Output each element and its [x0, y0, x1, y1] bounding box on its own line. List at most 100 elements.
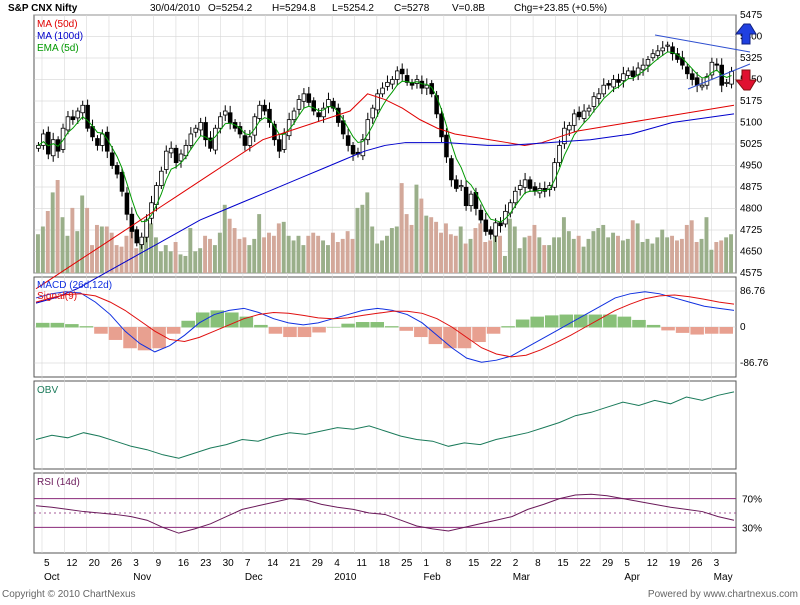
macd-histogram-bar — [675, 327, 690, 333]
candle-body — [159, 170, 164, 186]
volume-bar — [729, 234, 733, 273]
candle-body — [611, 79, 616, 88]
macd-tick-label: -86.76 — [740, 358, 769, 369]
rsi-tick-label: 30% — [742, 523, 762, 534]
candle-body — [198, 122, 203, 131]
volume-bar — [276, 223, 281, 273]
candle-body — [576, 111, 582, 118]
month-tick-label: Nov — [133, 572, 151, 583]
volume-bar — [473, 228, 478, 273]
macd-histogram-bar — [239, 316, 254, 328]
volume-bar — [55, 180, 60, 273]
price-tick-label: 5400 — [740, 32, 763, 43]
day-tick-label: 11 — [357, 558, 368, 569]
volume-bar — [478, 223, 483, 273]
candle-body — [326, 99, 331, 107]
candle-body — [60, 127, 66, 150]
volume-bar — [719, 240, 724, 273]
macd-tick-label: 86.76 — [740, 286, 765, 297]
volume-bar — [178, 254, 183, 273]
volume-bar — [365, 192, 370, 273]
candle-body — [129, 213, 135, 232]
volume-bar — [645, 238, 650, 273]
macd-histogram-bar — [457, 327, 472, 349]
candle-body — [429, 83, 434, 95]
candle-body — [262, 104, 267, 112]
volume-bar — [340, 238, 345, 273]
volume-bar — [188, 228, 193, 273]
candle-body — [311, 100, 316, 112]
candle-body — [331, 100, 336, 109]
volume-bar — [591, 231, 596, 273]
day-tick-label: 18 — [379, 558, 391, 569]
day-tick-label: 4 — [334, 558, 340, 569]
candle-body — [463, 186, 469, 207]
volume-bar — [350, 238, 355, 273]
volume-bar — [630, 220, 635, 273]
volume-bar — [606, 237, 611, 273]
macd-histogram-bar — [574, 314, 588, 328]
candle-body — [242, 135, 248, 146]
symbol-title: S&P CNX Nifty — [8, 3, 78, 14]
volume-bar — [655, 237, 660, 273]
candle-body — [109, 152, 115, 166]
candle-body — [183, 145, 189, 157]
volume-bar — [483, 242, 488, 273]
volume-bar — [281, 221, 286, 273]
day-tick-label: 23 — [200, 558, 212, 569]
price-tick-label: 5475 — [740, 10, 763, 21]
candle-body — [75, 110, 81, 119]
day-tick-label: 26 — [691, 558, 703, 569]
macd-histogram-bar — [283, 327, 297, 338]
candle-body — [144, 219, 149, 238]
volume-bar — [424, 215, 429, 273]
volume-bar — [134, 248, 139, 273]
ma100-line — [35, 113, 735, 304]
header-open: O=5254.2 — [208, 3, 253, 14]
macd-histogram-bar — [632, 319, 646, 328]
candle-body — [552, 162, 557, 188]
candle-body — [439, 113, 444, 138]
obv-line — [35, 391, 735, 459]
volume-bar — [242, 237, 247, 273]
candle-body — [626, 70, 631, 76]
volume-bar — [252, 238, 257, 273]
macd-histogram-bar — [472, 327, 486, 343]
candle-body — [163, 150, 169, 170]
trendline-upper — [654, 34, 751, 53]
obv-layer — [35, 391, 735, 459]
candle-body — [95, 138, 100, 146]
macd-histogram-bar — [646, 324, 661, 328]
volume-bar — [119, 246, 124, 273]
candle-body — [36, 145, 41, 149]
candle-body — [134, 229, 140, 244]
volume-bar — [158, 251, 163, 273]
candle-body — [85, 104, 90, 129]
legend-ma100: MA (100d) — [37, 31, 83, 42]
macd-histogram-bar — [414, 327, 428, 338]
price-tick-label: 4650 — [740, 247, 763, 258]
day-tick-label: 1 — [423, 558, 429, 569]
volume-bar — [257, 214, 262, 273]
candle-body — [178, 153, 184, 162]
macd-histogram-bar — [79, 326, 94, 328]
candle-body — [375, 93, 380, 111]
candle-body — [449, 158, 454, 181]
candle-body — [596, 93, 602, 99]
day-tick-label: 5 — [44, 558, 50, 569]
volume-bar — [507, 218, 512, 273]
volume-bar — [488, 240, 493, 273]
header-volume: V=0.8B — [452, 3, 485, 14]
volume-bar — [684, 224, 689, 273]
candle-body — [168, 147, 174, 154]
day-tick-label: 21 — [290, 558, 302, 569]
volume-bar — [625, 238, 630, 273]
volume-bar — [335, 242, 340, 273]
volume-bar — [502, 255, 507, 273]
macd-line — [35, 291, 735, 363]
macd-histogram-bar — [94, 327, 108, 334]
volume-bar — [670, 235, 675, 273]
rsi-tick-label: 70% — [742, 495, 762, 506]
volume-bar — [709, 249, 714, 273]
volume-bar — [212, 245, 217, 273]
